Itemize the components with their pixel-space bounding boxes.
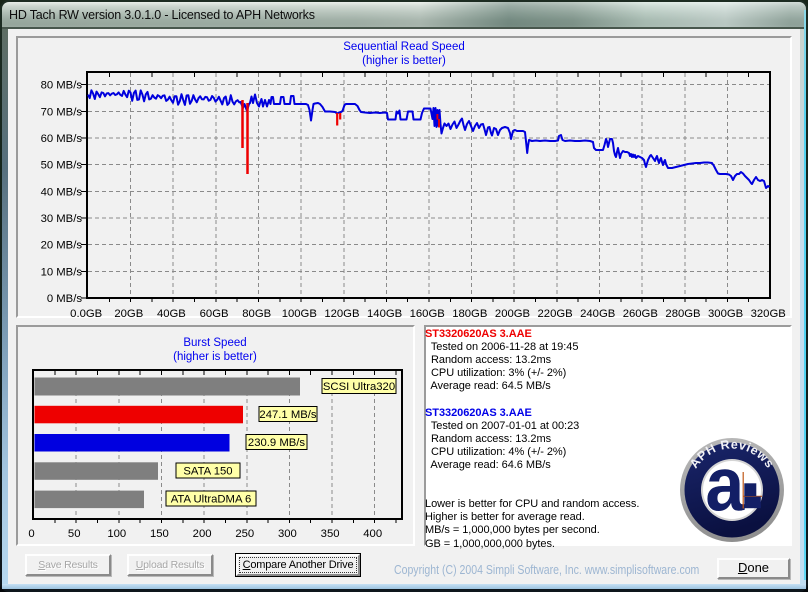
svg-text:20GB: 20GB bbox=[114, 308, 143, 320]
svg-text:40GB: 40GB bbox=[157, 308, 186, 320]
svg-text:60 MB/s: 60 MB/s bbox=[41, 133, 83, 145]
svg-text:0 MB/s: 0 MB/s bbox=[47, 293, 83, 305]
svg-text:60GB: 60GB bbox=[200, 308, 229, 320]
svg-text:80 MB/s: 80 MB/s bbox=[41, 80, 83, 92]
svg-text:20 MB/s: 20 MB/s bbox=[41, 240, 83, 252]
svg-text:Burst Speed: Burst Speed bbox=[183, 337, 246, 349]
svg-text:300: 300 bbox=[278, 528, 297, 540]
svg-text:160GB: 160GB bbox=[410, 308, 445, 320]
svg-text:SCSI Ultra320: SCSI Ultra320 bbox=[323, 381, 395, 393]
svg-text:(higher is better): (higher is better) bbox=[362, 55, 446, 67]
svg-text:30 MB/s: 30 MB/s bbox=[41, 213, 83, 225]
svg-text:SATA 150: SATA 150 bbox=[183, 466, 232, 478]
svg-text:140GB: 140GB bbox=[367, 308, 402, 320]
svg-text:50 MB/s: 50 MB/s bbox=[41, 160, 83, 172]
svg-text:400: 400 bbox=[363, 528, 382, 540]
svg-text:0: 0 bbox=[28, 528, 34, 540]
svg-text:350: 350 bbox=[321, 528, 340, 540]
svg-text:0.0GB: 0.0GB bbox=[70, 308, 102, 320]
svg-text:220GB: 220GB bbox=[538, 308, 573, 320]
svg-text:240GB: 240GB bbox=[580, 308, 615, 320]
svg-text:a: a bbox=[705, 442, 745, 526]
svg-text:50: 50 bbox=[68, 528, 81, 540]
svg-text:250: 250 bbox=[235, 528, 254, 540]
svg-text:Sequential Read Speed: Sequential Read Speed bbox=[343, 41, 465, 53]
svg-text:100GB: 100GB bbox=[282, 308, 317, 320]
svg-text:180GB: 180GB bbox=[452, 308, 487, 320]
svg-text:40 MB/s: 40 MB/s bbox=[41, 186, 83, 198]
svg-text:200GB: 200GB bbox=[495, 308, 530, 320]
svg-text:ATA UltraDMA 6: ATA UltraDMA 6 bbox=[171, 494, 252, 506]
svg-text:260GB: 260GB bbox=[623, 308, 658, 320]
svg-text:80GB: 80GB bbox=[242, 308, 271, 320]
svg-text:70 MB/s: 70 MB/s bbox=[41, 106, 83, 118]
svg-text:300GB: 300GB bbox=[708, 308, 743, 320]
svg-text:230.9 MB/s: 230.9 MB/s bbox=[248, 437, 305, 449]
svg-text:(higher is better): (higher is better) bbox=[173, 351, 257, 363]
svg-text:120GB: 120GB bbox=[324, 308, 359, 320]
svg-text:280GB: 280GB bbox=[665, 308, 700, 320]
svg-text:100: 100 bbox=[107, 528, 126, 540]
svg-text:320GB: 320GB bbox=[751, 308, 786, 320]
svg-text:150: 150 bbox=[150, 528, 169, 540]
svg-text:10 MB/s: 10 MB/s bbox=[41, 266, 83, 278]
svg-text:247.1 MB/s: 247.1 MB/s bbox=[259, 409, 316, 421]
svg-text:200: 200 bbox=[193, 528, 212, 540]
